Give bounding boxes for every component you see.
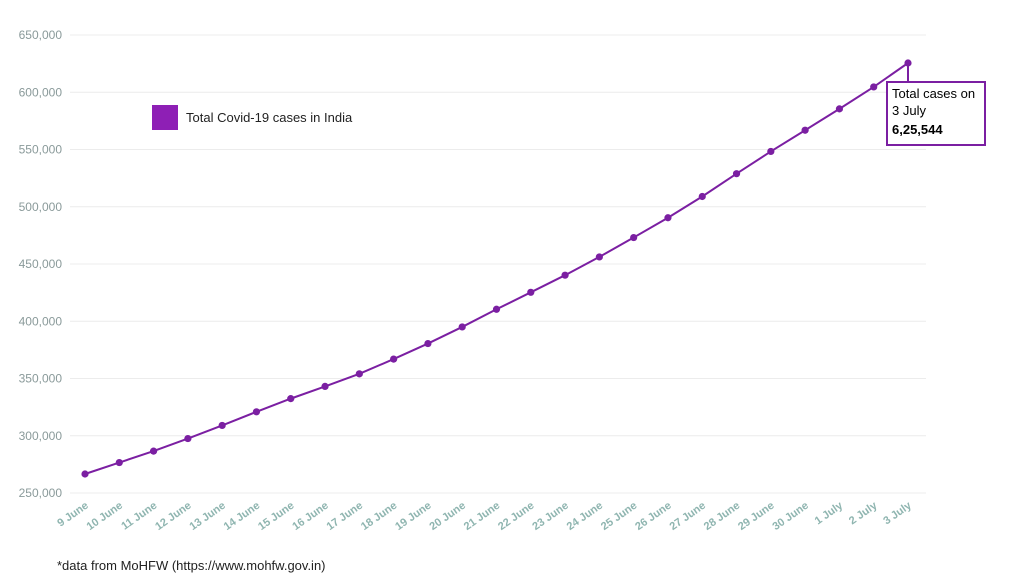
- x-tick-label: 23 June: [530, 500, 570, 533]
- x-tick-label: 10 June: [85, 500, 125, 533]
- x-tick-label: 29 June: [736, 500, 776, 533]
- y-tick-label: 550,000: [19, 143, 63, 157]
- data-point: [595, 253, 603, 261]
- x-tick-label: 22 June: [496, 500, 536, 533]
- x-tick-label: 13 June: [187, 500, 227, 533]
- legend-label: Total Covid-19 cases in India: [186, 110, 353, 125]
- data-point: [355, 370, 363, 378]
- data-point: [527, 288, 535, 296]
- x-tick-label: 18 June: [359, 500, 399, 533]
- data-point: [664, 214, 672, 222]
- x-tick-label: 11 June: [119, 500, 159, 533]
- x-tick-label: 3 July: [881, 499, 914, 527]
- annotation-line1: Total cases on: [892, 86, 975, 101]
- legend-swatch: [152, 105, 178, 130]
- annotation-box: [886, 81, 986, 146]
- data-point: [390, 355, 398, 363]
- x-tick-label: 28 June: [702, 500, 742, 533]
- x-tick-label: 25 June: [599, 500, 639, 533]
- y-tick-label: 350,000: [19, 372, 63, 386]
- y-tick-label: 600,000: [19, 85, 63, 99]
- x-tick-label: 27 June: [668, 500, 708, 533]
- data-point: [492, 305, 501, 313]
- x-tick-label: 17 June: [325, 500, 365, 533]
- data-point: [870, 83, 878, 91]
- data-point: [835, 105, 844, 113]
- y-tick-label: 650,000: [19, 28, 63, 42]
- x-tick-label: 16 June: [290, 500, 330, 533]
- data-point: [287, 395, 295, 403]
- data-point: [424, 339, 432, 348]
- data-point: [801, 126, 809, 134]
- data-point: [732, 170, 741, 178]
- y-tick-label: 500,000: [19, 200, 63, 214]
- x-tick-label: 15 June: [256, 500, 296, 533]
- annotation-line2: 3 July: [892, 103, 926, 118]
- x-tick-label: 30 June: [770, 500, 810, 533]
- data-point: [321, 382, 329, 391]
- data-point: [115, 458, 123, 467]
- x-tick-label: 1 July: [813, 499, 846, 527]
- data-point: [630, 233, 638, 242]
- x-tick-label: 21 June: [462, 500, 502, 533]
- data-point: [767, 147, 775, 156]
- x-tick-label: 12 June: [153, 500, 193, 533]
- x-tick-label: 20 June: [427, 500, 467, 533]
- x-tick-label: 26 June: [633, 500, 673, 533]
- y-tick-label: 300,000: [19, 429, 63, 443]
- x-tick-label: 19 June: [393, 500, 433, 533]
- data-point: [698, 192, 706, 201]
- data-point: [81, 470, 89, 478]
- x-tick-label: 14 June: [222, 500, 262, 533]
- data-point: [458, 323, 466, 331]
- y-tick-label: 400,000: [19, 314, 63, 328]
- data-point: [252, 408, 261, 416]
- x-tick-label: 24 June: [565, 500, 605, 533]
- data-point: [149, 447, 158, 455]
- y-tick-label: 250,000: [19, 486, 63, 500]
- data-point: [184, 434, 192, 443]
- data-point: [218, 421, 226, 430]
- annotation-value: 6,25,544: [892, 122, 943, 137]
- x-tick-label: 2 July: [847, 499, 880, 527]
- y-tick-label: 450,000: [19, 257, 63, 271]
- data-point: [561, 271, 569, 279]
- source-note: *data from MoHFW (https://www.mohfw.gov.…: [57, 558, 326, 573]
